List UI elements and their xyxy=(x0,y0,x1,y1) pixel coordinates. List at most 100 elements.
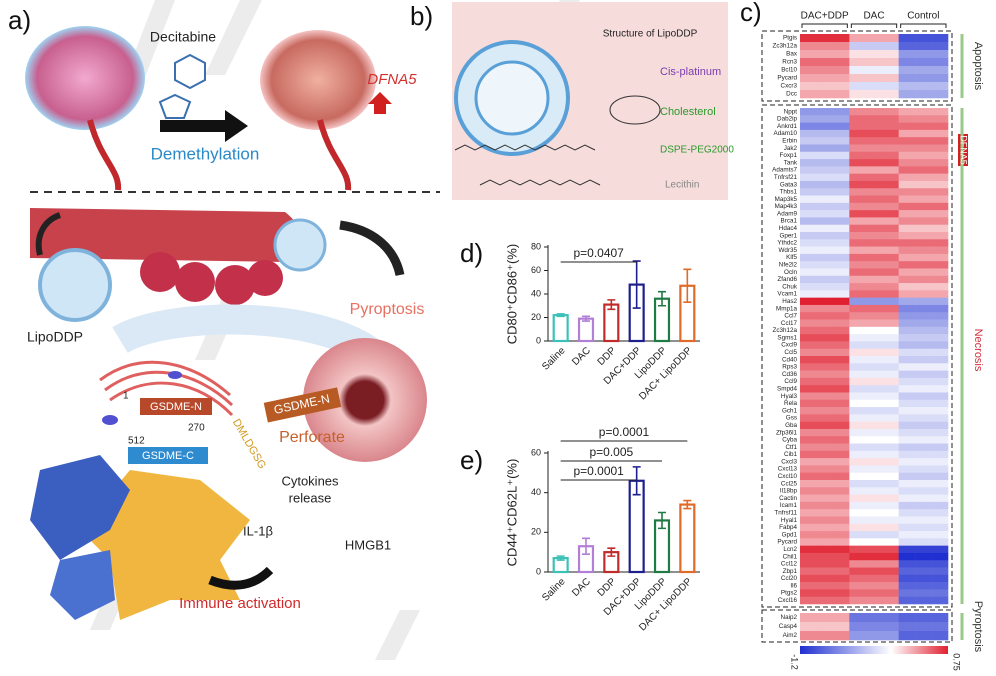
heatmap-cell xyxy=(865,516,883,525)
heatmap-cell xyxy=(849,188,867,196)
gene-label: Gpd1 xyxy=(782,531,798,538)
heatmap-cell xyxy=(898,531,916,539)
heatmap-cell xyxy=(849,458,867,466)
x-tick-label: Saline xyxy=(540,576,568,604)
heatmap-cell xyxy=(832,443,850,452)
heatmap-cell xyxy=(931,159,949,167)
heatmap-cell xyxy=(865,217,883,226)
heatmap-cell xyxy=(882,159,899,167)
error-bar xyxy=(632,466,641,496)
heatmap-cell xyxy=(882,531,899,539)
heatmap-cell xyxy=(898,472,916,481)
immune-label: Immune activation xyxy=(179,595,301,612)
heatmap-cell xyxy=(915,348,932,357)
heatmap-cell xyxy=(931,268,949,277)
heatmap-cell xyxy=(865,414,883,422)
heatmap-cell xyxy=(882,487,899,495)
gene-label: Ccl5 xyxy=(784,349,797,356)
heatmap-cell xyxy=(800,312,817,320)
heatmap-cell xyxy=(882,631,899,641)
heatmap-cell xyxy=(915,596,932,605)
gene-label: Zfand6 xyxy=(777,276,797,283)
heatmap-cell xyxy=(915,261,932,269)
heatmap-cell xyxy=(882,66,899,75)
panel-label: b) xyxy=(410,1,433,31)
heatmap-cell xyxy=(865,122,883,131)
heatmap-cell xyxy=(865,428,883,437)
heatmap-cell xyxy=(849,552,867,561)
heatmap-cell xyxy=(882,613,899,623)
gene-label: Rps3 xyxy=(782,364,797,371)
heatmap-cell xyxy=(898,385,916,393)
heatmap-cell xyxy=(849,275,867,284)
heatmap-cell xyxy=(849,348,867,357)
heatmap-cell xyxy=(865,613,883,623)
heatmap-cell xyxy=(915,363,932,371)
heatmap-cell xyxy=(849,195,867,204)
heatmap-cell xyxy=(849,428,867,437)
heatmap-cell xyxy=(915,465,932,474)
heatmap-cell xyxy=(832,319,850,328)
heatmap-cell xyxy=(816,297,834,306)
heatmap-cell xyxy=(816,202,834,211)
heatmap-cell xyxy=(816,290,834,298)
heatmap-cell xyxy=(849,137,867,145)
heatmap-cell xyxy=(800,108,817,116)
heatmap-cell xyxy=(849,334,867,342)
heatmap-cell xyxy=(816,531,834,539)
heatmap-cell xyxy=(882,567,899,576)
heatmap-cell xyxy=(931,501,949,510)
heatmap-cell xyxy=(882,82,899,91)
heatmap-cell xyxy=(816,574,834,583)
heatmap-cell xyxy=(915,574,932,583)
heatmap-cell xyxy=(849,509,867,517)
heatmap-cell xyxy=(898,90,916,99)
heatmap-cell xyxy=(849,283,867,291)
heatmap-cell xyxy=(915,115,932,123)
heatmap-cell xyxy=(800,319,817,328)
heatmap-cell xyxy=(832,582,850,590)
gene-label: Chil1 xyxy=(783,553,798,560)
heatmap-cell xyxy=(865,531,883,539)
heatmap-cell xyxy=(915,631,932,641)
heatmap-cell xyxy=(800,290,817,298)
heatmap-cell xyxy=(816,58,834,67)
heatmap-cell xyxy=(931,239,949,247)
heatmap-cell xyxy=(898,283,916,291)
heatmap-cell xyxy=(915,74,932,83)
gene-label: Mmp1a xyxy=(776,305,797,312)
heatmap-cell xyxy=(849,122,867,131)
heatmap-cell xyxy=(931,363,949,371)
heatmap-cell xyxy=(882,377,899,386)
heatmap-cell xyxy=(832,385,850,393)
component-label: Lecithin xyxy=(665,180,699,191)
heatmap-cell xyxy=(849,450,867,459)
heatmap-cell xyxy=(882,268,899,277)
heatmap-cell xyxy=(800,465,817,474)
heatmap-cell xyxy=(849,246,867,255)
group-bracket xyxy=(850,23,898,28)
heatmap-cell xyxy=(931,574,949,583)
heatmap-cell xyxy=(832,239,850,247)
heatmap-cell xyxy=(865,582,883,590)
heatmap-cell xyxy=(898,538,916,546)
error-bar xyxy=(683,499,692,510)
heatmap-cell xyxy=(882,115,899,123)
heatmap-cell xyxy=(800,567,817,576)
heatmap-cell xyxy=(800,268,817,277)
heatmap-cell xyxy=(898,304,916,313)
heatmap-cell xyxy=(865,363,883,371)
heatmap-cell xyxy=(882,290,899,298)
heatmap-cell xyxy=(832,115,850,123)
heatmap-cell xyxy=(882,589,899,598)
gene-label: Tank xyxy=(784,159,798,166)
bar xyxy=(577,317,595,343)
heatmap-cell xyxy=(915,122,932,131)
gene-label: Foxp1 xyxy=(779,152,797,159)
heatmap-cell xyxy=(832,188,850,196)
heatmap-cell xyxy=(849,304,867,313)
cell xyxy=(303,338,427,462)
heatmap-cell xyxy=(816,319,834,328)
gene-label: Klf5 xyxy=(786,254,797,261)
heatmap-cell xyxy=(865,596,883,605)
